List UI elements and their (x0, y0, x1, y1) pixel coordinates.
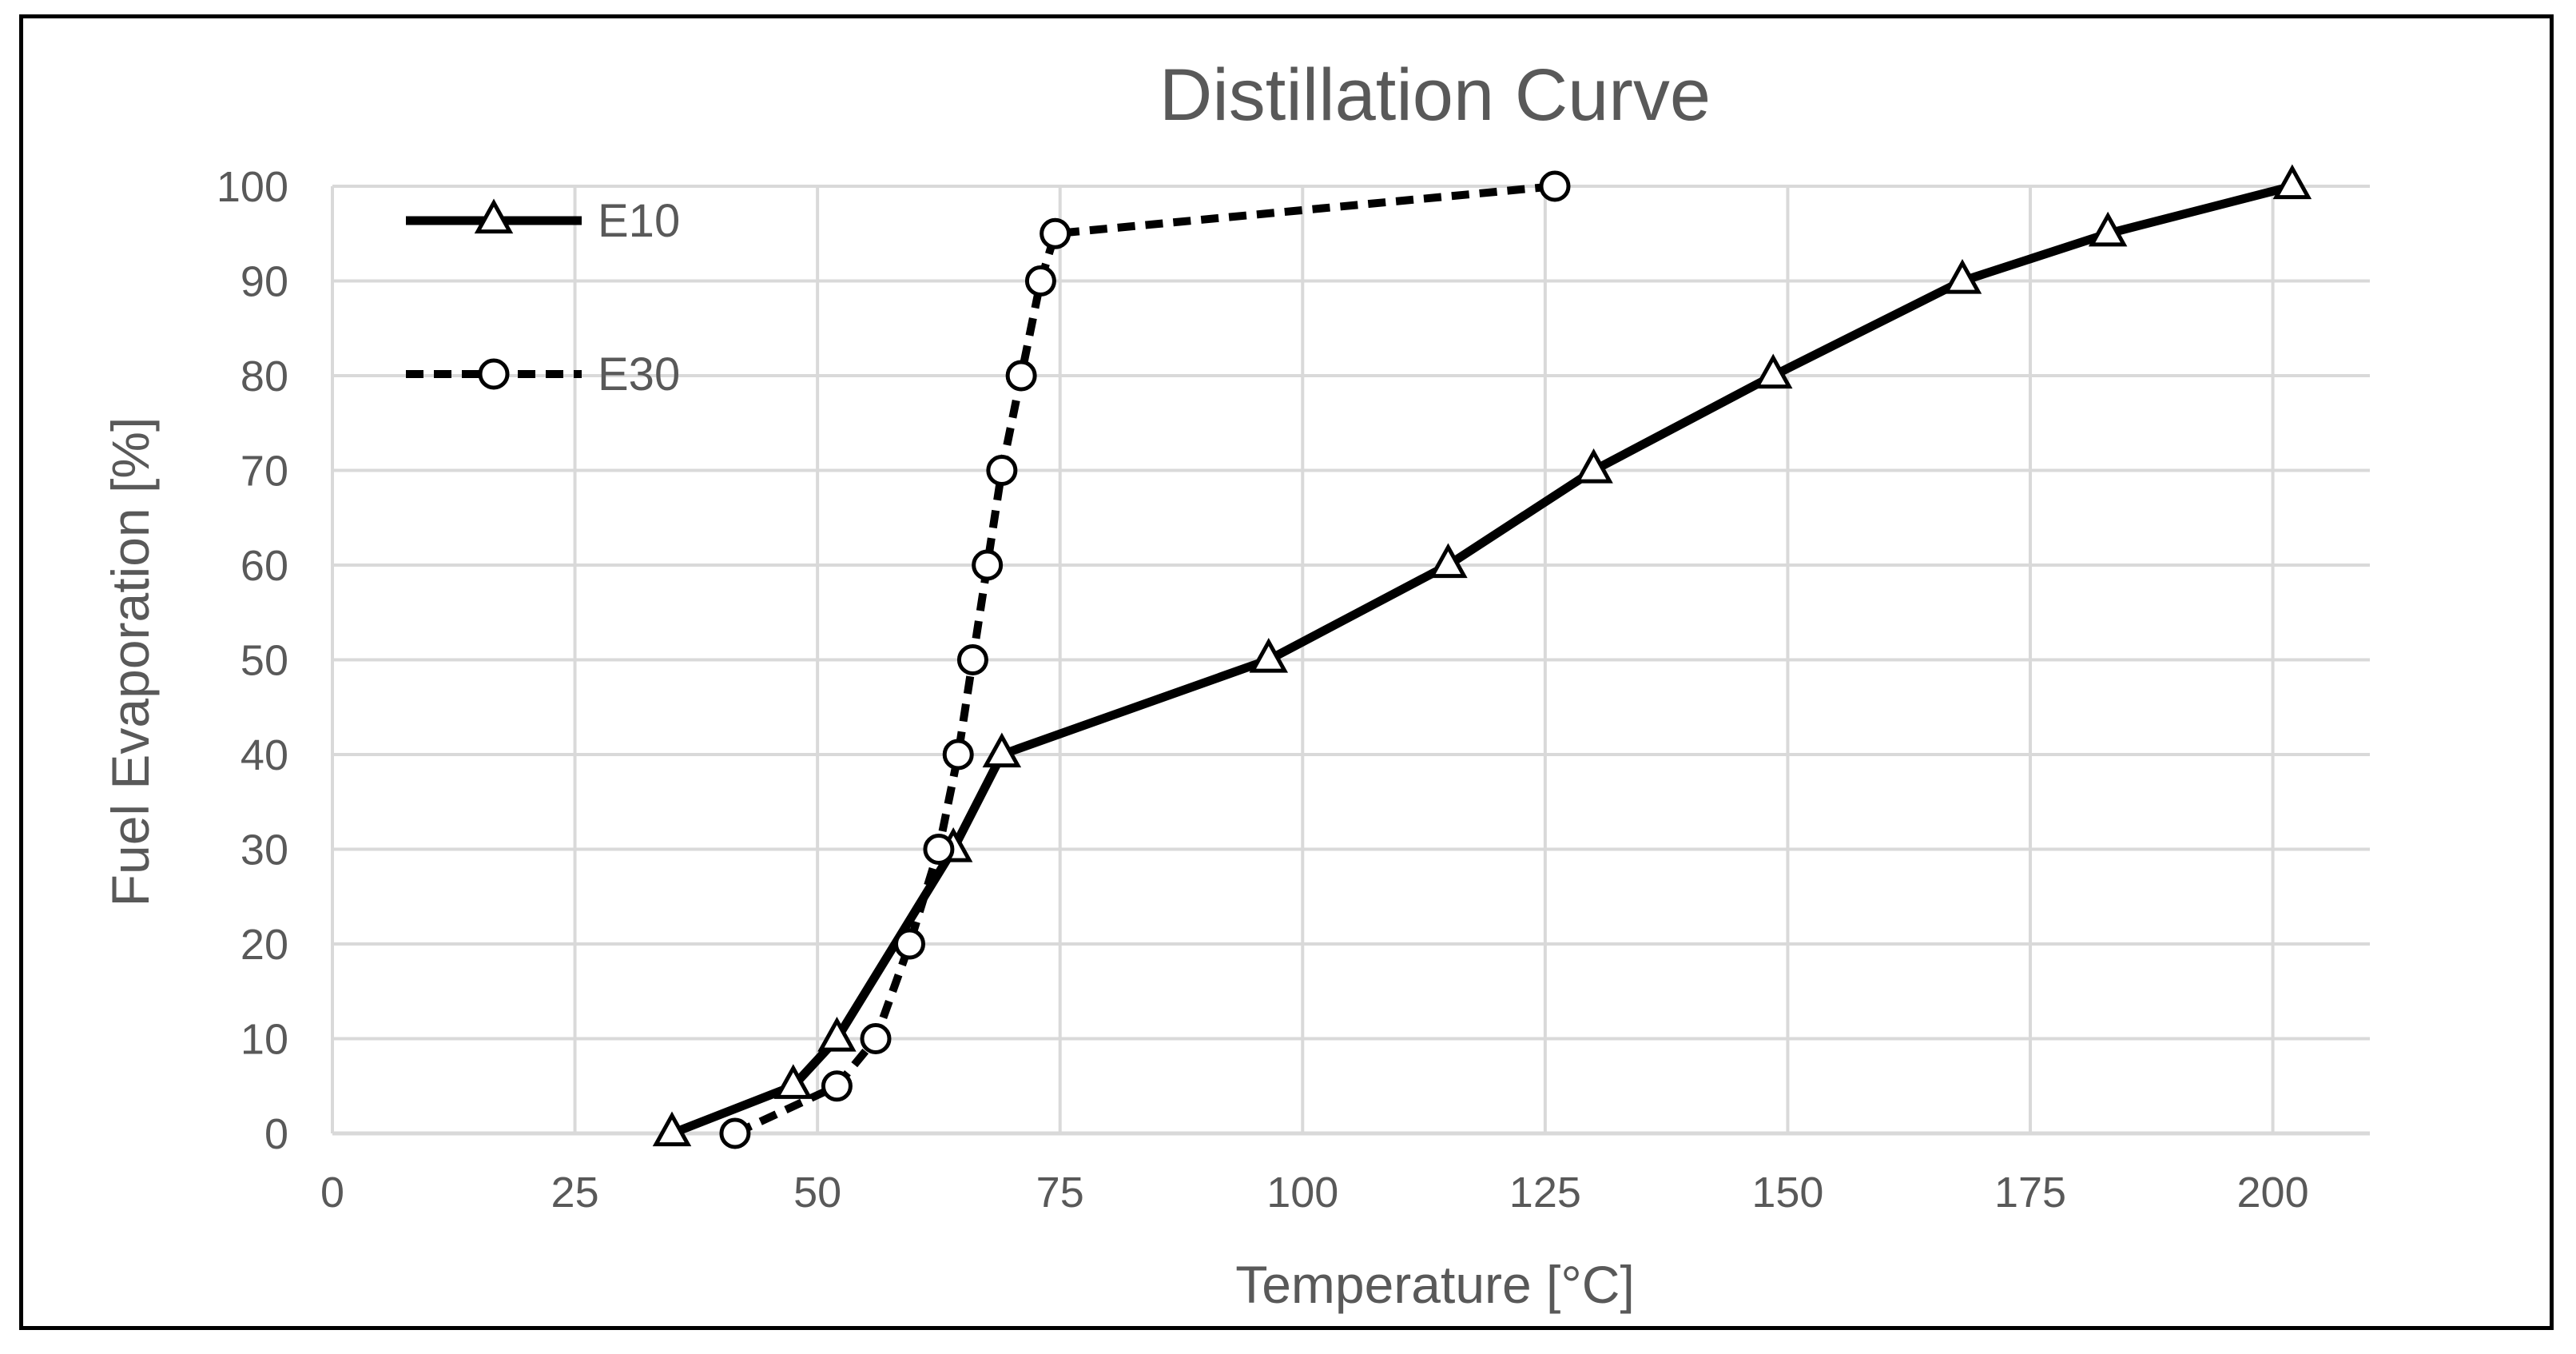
e10-marker (2088, 211, 2128, 247)
y-tick-label: 60 (241, 542, 288, 590)
x-axis-label: Temperature [°C] (1235, 1255, 1635, 1314)
y-tick-label: 90 (241, 258, 288, 306)
x-tick-label: 125 (1509, 1169, 1581, 1217)
e10-marker (773, 1064, 813, 1099)
e30-marker (942, 739, 974, 771)
e10-marker (652, 1111, 692, 1147)
e10-marker (1574, 448, 1613, 484)
e30-marker (986, 455, 1018, 486)
x-tick-label: 75 (1036, 1169, 1084, 1217)
e10-marker (817, 1017, 857, 1052)
e30-marker (923, 834, 955, 865)
e30-marker (972, 549, 1004, 581)
x-tick-label: 25 (551, 1169, 599, 1217)
e10-marker (1942, 259, 1982, 294)
e10-marker (2272, 164, 2312, 200)
x-tick-label: 0 (320, 1169, 344, 1217)
legend-e10-marker (474, 198, 514, 234)
e30-marker (719, 1117, 751, 1149)
chart-title: Distillation Curve (1159, 54, 1711, 136)
x-tick-label: 150 (1751, 1169, 1823, 1217)
series-layer (652, 164, 2312, 1149)
e30-marker (821, 1070, 853, 1102)
x-tick-label: 100 (1266, 1169, 1338, 1217)
grid-layer (331, 185, 2370, 1133)
y-tick-label: 80 (241, 352, 288, 400)
y-axis-label: Fuel Evaporation [%] (101, 417, 160, 907)
y-tick-label: 50 (241, 637, 288, 685)
e10-marker (982, 732, 1022, 768)
legend-e30-label: E30 (598, 348, 680, 400)
e30-marker (1539, 170, 1571, 202)
y-tick-label: 30 (241, 826, 288, 874)
e30-marker (1040, 217, 1071, 249)
legend-e10-label: E10 (598, 195, 680, 247)
y-tick-label: 0 (264, 1110, 288, 1158)
y-tick-label: 40 (241, 731, 288, 779)
y-tick-label: 100 (217, 163, 288, 211)
axis-layer: 0 10 20 30 40 50 60 70 80 90 100 0 25 50 75 100 125 150 17… (217, 163, 2370, 1217)
y-tick-label: 70 (241, 448, 288, 496)
e10-marker (1249, 638, 1289, 673)
e30-marker (860, 1023, 892, 1054)
e30-marker (1005, 360, 1037, 392)
legend-e30-marker (478, 358, 510, 390)
x-tick-label: 175 (1994, 1169, 2066, 1217)
legend: E10 E30 (406, 195, 680, 400)
e30-marker (894, 928, 925, 960)
y-tick-label: 10 (241, 1016, 288, 1064)
e30-marker (1024, 265, 1056, 297)
x-tick-label: 200 (2237, 1169, 2309, 1217)
e10-marker (1429, 543, 1468, 579)
y-tick-label: 20 (241, 921, 288, 969)
x-tick-label: 50 (793, 1169, 841, 1217)
e30-marker (956, 644, 988, 675)
e10-marker (1753, 353, 1793, 389)
